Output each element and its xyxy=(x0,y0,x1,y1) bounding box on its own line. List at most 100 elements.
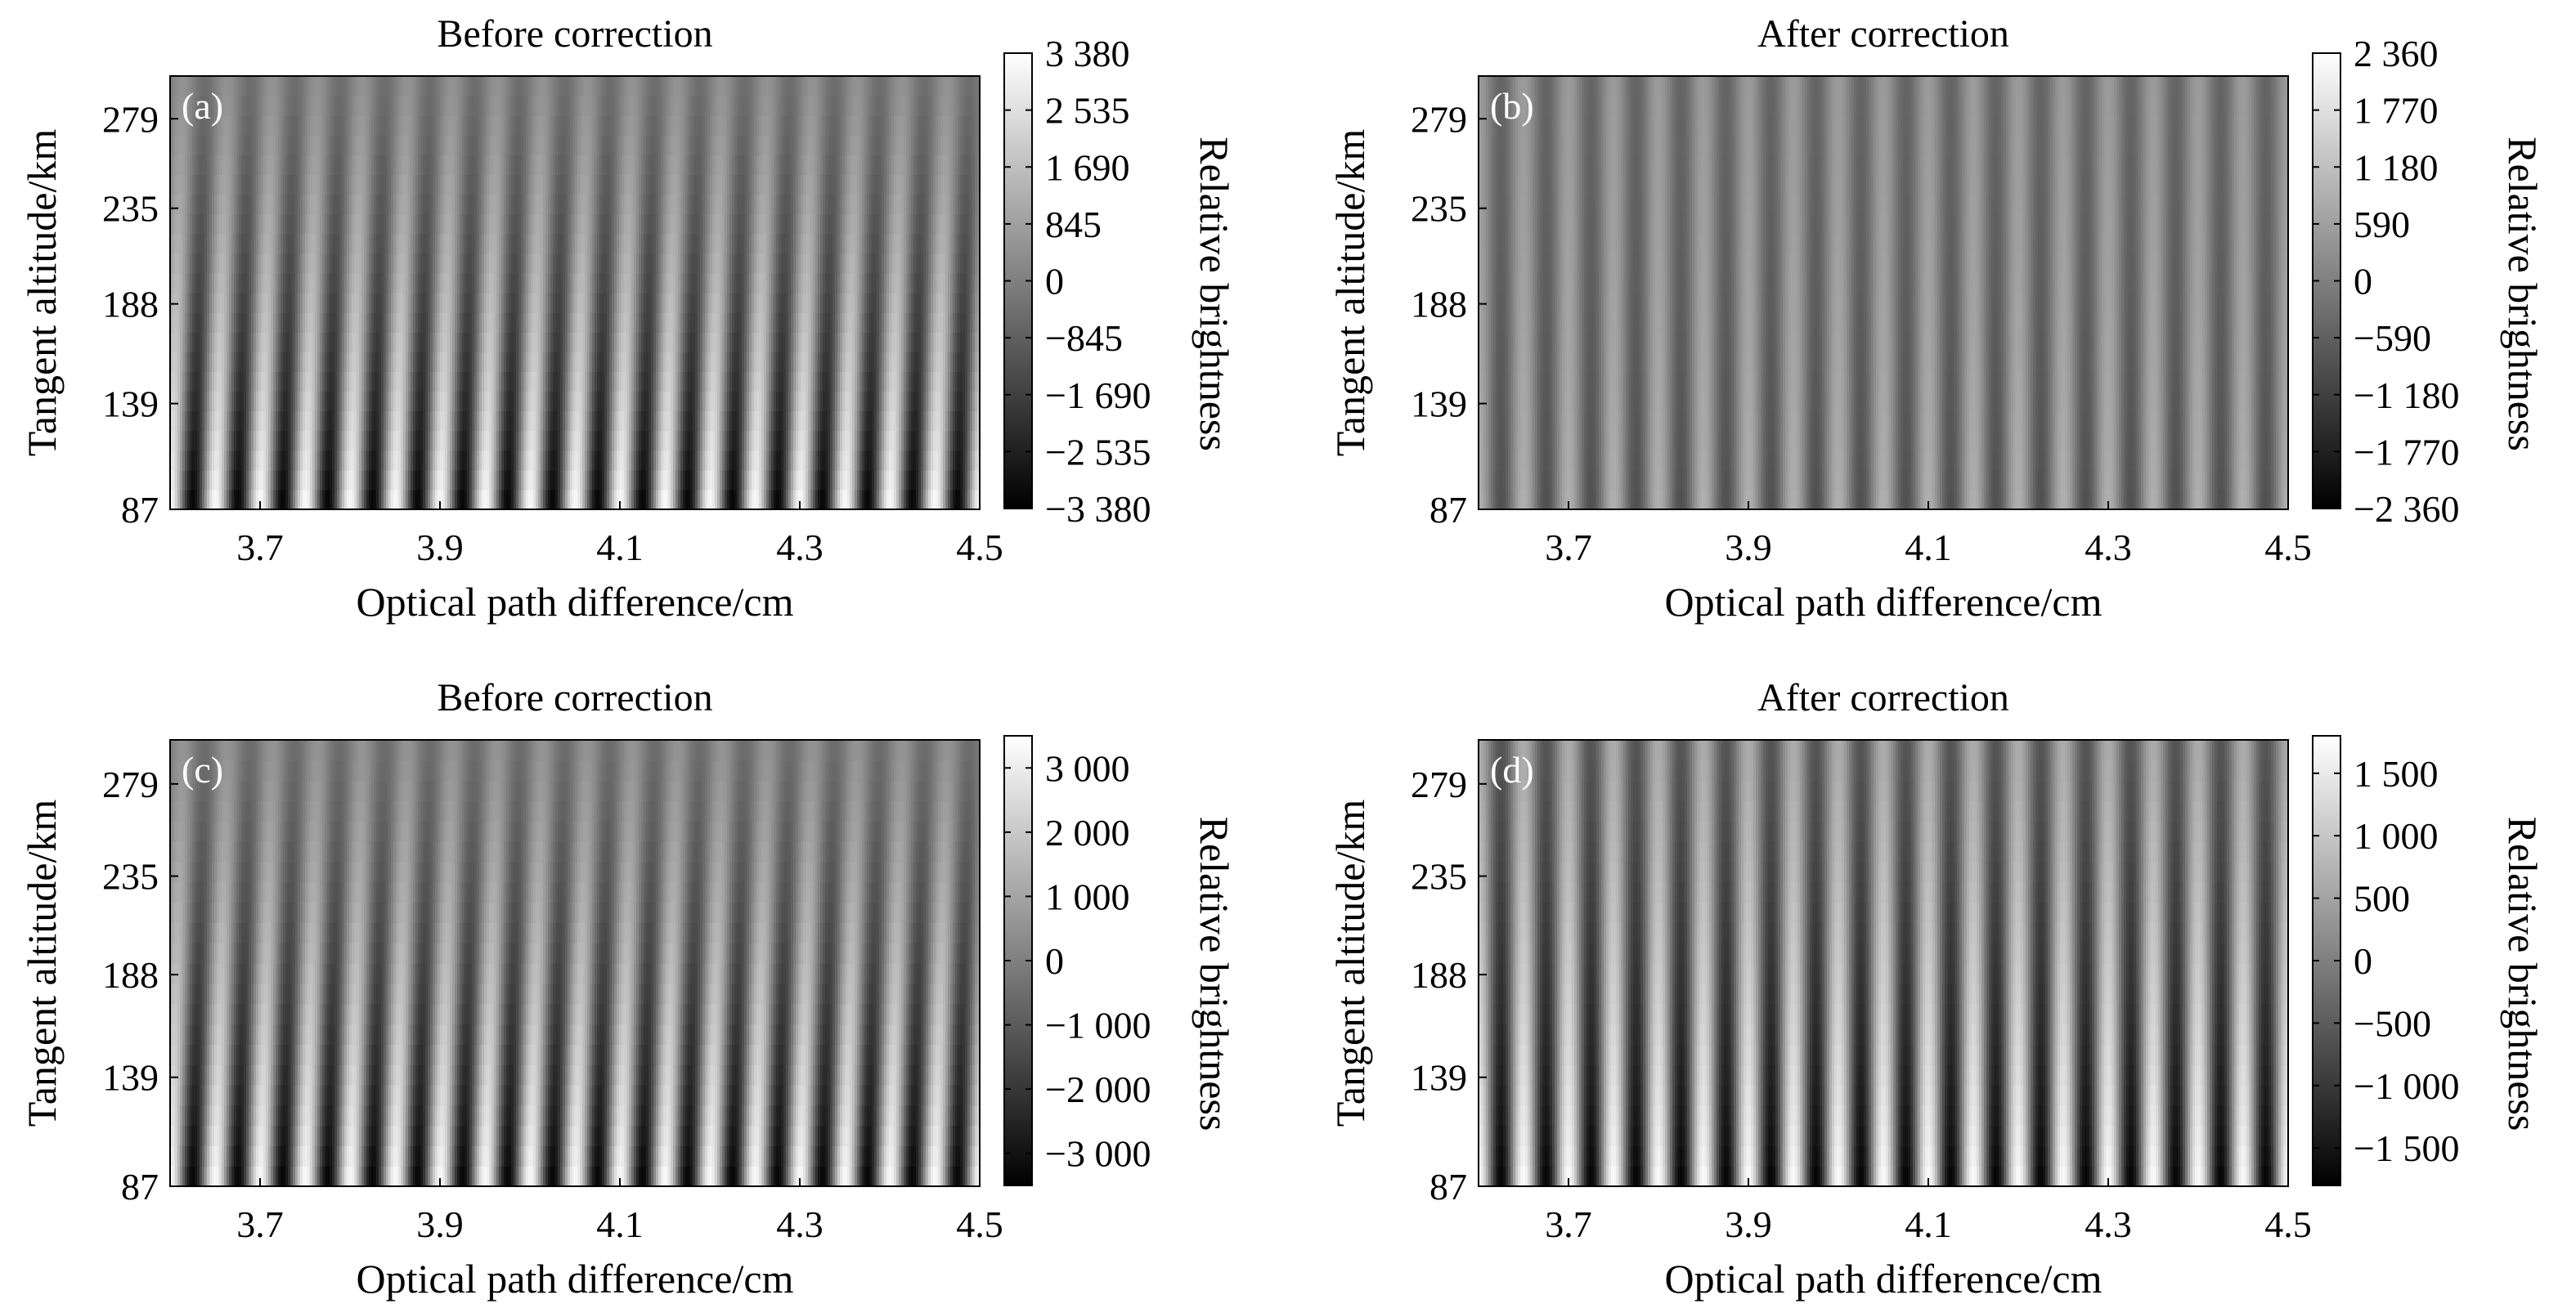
heatmap-cell xyxy=(764,371,767,392)
heatmap-cell xyxy=(575,293,578,313)
heatmap-cell xyxy=(288,489,291,509)
heatmap-cell xyxy=(891,253,895,274)
heatmap-cell xyxy=(393,272,397,294)
heatmap-cell xyxy=(840,430,843,451)
heatmap-cell xyxy=(572,430,576,451)
heatmap-cell xyxy=(170,469,173,491)
heatmap-cell xyxy=(207,272,210,294)
heatmap-cell xyxy=(200,293,203,313)
heatmap-cell xyxy=(673,272,676,294)
heatmap-cell xyxy=(867,272,870,294)
heatmap-cell xyxy=(312,293,316,313)
heatmap-cell xyxy=(227,410,230,432)
heatmap-cell xyxy=(955,253,958,274)
heatmap-cell xyxy=(747,253,750,274)
heatmap-cell xyxy=(450,332,453,352)
heatmap-cell xyxy=(970,312,973,333)
heatmap-cell xyxy=(734,469,738,491)
heatmap-cell xyxy=(499,489,502,509)
heatmap-cell xyxy=(683,410,686,432)
heatmap-cell xyxy=(521,312,524,333)
heatmap-cell xyxy=(249,352,252,372)
heatmap-cell xyxy=(433,233,436,254)
heatmap-cell xyxy=(884,233,887,254)
heatmap-cell xyxy=(759,450,762,471)
heatmap-cell xyxy=(494,450,497,471)
heatmap-cell xyxy=(504,213,507,235)
heatmap-cell xyxy=(948,469,951,491)
heatmap-cell xyxy=(342,233,345,254)
heatmap-cell xyxy=(847,489,850,509)
heatmap-cell xyxy=(256,272,259,294)
heatmap-cell xyxy=(526,233,529,254)
heatmap-cell xyxy=(612,371,615,392)
heatmap-cell xyxy=(614,469,617,491)
heatmap-cell xyxy=(781,352,784,372)
heatmap-cell xyxy=(236,272,240,294)
heatmap-cell xyxy=(629,391,632,412)
heatmap-cell xyxy=(455,332,458,352)
heatmap-cell xyxy=(280,194,284,215)
heatmap-cell xyxy=(641,352,644,372)
heatmap-cell xyxy=(349,293,352,313)
heatmap-cell xyxy=(590,391,593,412)
heatmap-cell xyxy=(798,391,801,412)
heatmap-cell xyxy=(249,194,252,215)
heatmap-cell xyxy=(322,332,325,352)
heatmap-cell xyxy=(491,469,495,491)
heatmap-cell xyxy=(595,450,598,471)
heatmap-cell xyxy=(185,233,188,254)
heatmap-cell xyxy=(813,272,816,294)
heatmap-cell xyxy=(511,352,514,372)
heatmap-cell xyxy=(403,469,406,491)
heatmap-cell xyxy=(438,293,441,313)
heatmap-cell xyxy=(975,391,978,412)
heatmap-cell xyxy=(965,410,968,432)
heatmap-cell xyxy=(852,371,855,392)
heatmap-cell xyxy=(945,233,949,254)
heatmap-cell xyxy=(612,489,615,509)
heatmap-cell xyxy=(197,332,200,352)
heatmap-cell xyxy=(285,253,289,274)
heatmap-cell xyxy=(190,194,193,215)
heatmap-cell xyxy=(266,332,269,352)
heatmap-cell xyxy=(366,293,370,313)
heatmap-cell xyxy=(862,410,865,432)
heatmap-cell xyxy=(818,272,821,294)
heatmap-cell xyxy=(391,233,394,254)
heatmap-cell xyxy=(803,272,806,294)
heatmap-cell xyxy=(695,352,698,372)
heatmap-cell xyxy=(926,233,929,254)
heatmap-cell xyxy=(398,489,402,509)
heatmap-cell xyxy=(474,410,478,432)
heatmap-cell xyxy=(818,253,821,274)
heatmap-cell xyxy=(560,469,563,491)
heatmap-cell xyxy=(803,352,806,372)
heatmap-cell xyxy=(857,332,860,352)
heatmap-cell xyxy=(472,410,475,432)
heatmap-cell xyxy=(254,272,257,294)
heatmap-cell xyxy=(975,352,978,372)
heatmap-cell xyxy=(266,371,269,392)
heatmap-cell xyxy=(749,312,752,333)
heatmap-cell xyxy=(916,352,919,372)
heatmap-cell xyxy=(388,312,392,333)
heatmap-cell xyxy=(420,371,424,392)
heatmap-cell xyxy=(651,469,654,491)
heatmap-cell xyxy=(933,233,936,254)
heatmap-cell xyxy=(658,352,662,372)
heatmap-cell xyxy=(369,489,372,509)
heatmap-cell xyxy=(415,391,419,412)
heatmap-cell xyxy=(339,272,343,294)
heatmap-cell xyxy=(516,352,519,372)
heatmap-cell xyxy=(624,391,627,412)
heatmap-cell xyxy=(455,371,458,392)
heatmap-cell xyxy=(352,489,355,509)
heatmap-cell xyxy=(558,371,561,392)
heatmap-cell xyxy=(170,194,173,215)
heatmap-cell xyxy=(960,213,963,235)
heatmap-cell xyxy=(732,233,735,254)
heatmap-cell xyxy=(347,469,350,491)
heatmap-cell xyxy=(904,410,907,432)
heatmap-cell xyxy=(384,253,387,274)
